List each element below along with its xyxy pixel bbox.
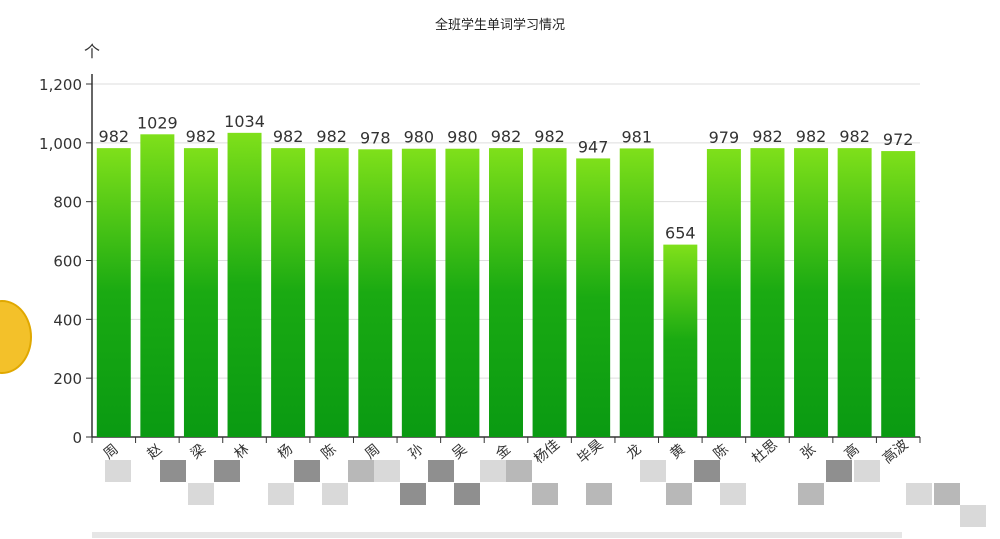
bar <box>314 148 349 437</box>
bar <box>140 134 175 438</box>
bar-value-label: 982 <box>752 127 783 146</box>
y-tick-label: 1,000 <box>39 135 82 153</box>
bar <box>576 158 611 437</box>
chart-title: 全班学生单词学习情况 <box>434 18 565 33</box>
bar <box>227 132 262 437</box>
y-tick-label: 400 <box>53 311 82 329</box>
bar-value-label: 972 <box>883 130 914 149</box>
bar-value-label: 982 <box>534 127 565 146</box>
bar-value-label: 982 <box>491 127 522 146</box>
bar <box>619 148 654 438</box>
bar-value-label: 982 <box>99 127 130 146</box>
bar <box>837 148 872 437</box>
blurred-labels-region <box>0 455 1000 539</box>
bar <box>750 148 785 437</box>
bar-value-label: 982 <box>796 127 827 146</box>
bar-value-label: 980 <box>447 128 478 147</box>
bottom-divider <box>92 532 902 538</box>
y-tick-label: 800 <box>53 194 82 212</box>
bar-value-label: 982 <box>186 127 217 146</box>
bar <box>401 148 436 437</box>
bar <box>445 148 480 437</box>
y-tick-label: 0 <box>72 429 82 447</box>
bar <box>663 244 698 437</box>
bar <box>532 148 567 437</box>
bar-value-label: 980 <box>404 128 435 147</box>
bar-value-label: 947 <box>578 137 609 156</box>
bar-value-label: 979 <box>709 128 740 147</box>
bar <box>881 151 916 437</box>
bar-value-label: 1034 <box>224 112 265 131</box>
bar-value-label: 981 <box>621 127 652 146</box>
bar-value-label: 982 <box>273 127 304 146</box>
bar <box>183 148 218 437</box>
bar-value-label: 982 <box>316 127 347 146</box>
bar-value-label: 978 <box>360 128 391 147</box>
bar <box>358 149 393 437</box>
bar <box>489 148 523 437</box>
bar <box>794 148 829 437</box>
bar <box>706 149 741 437</box>
y-tick-label: 200 <box>53 370 82 388</box>
bar <box>96 148 131 437</box>
y-unit-label: 个 <box>84 42 101 61</box>
y-tick-label: 1,200 <box>39 76 82 94</box>
bar-value-label: 982 <box>839 127 870 146</box>
y-tick-label: 600 <box>53 253 82 271</box>
bar <box>271 148 306 437</box>
bar-value-label: 1029 <box>137 113 178 132</box>
bar-value-label: 654 <box>665 224 696 243</box>
